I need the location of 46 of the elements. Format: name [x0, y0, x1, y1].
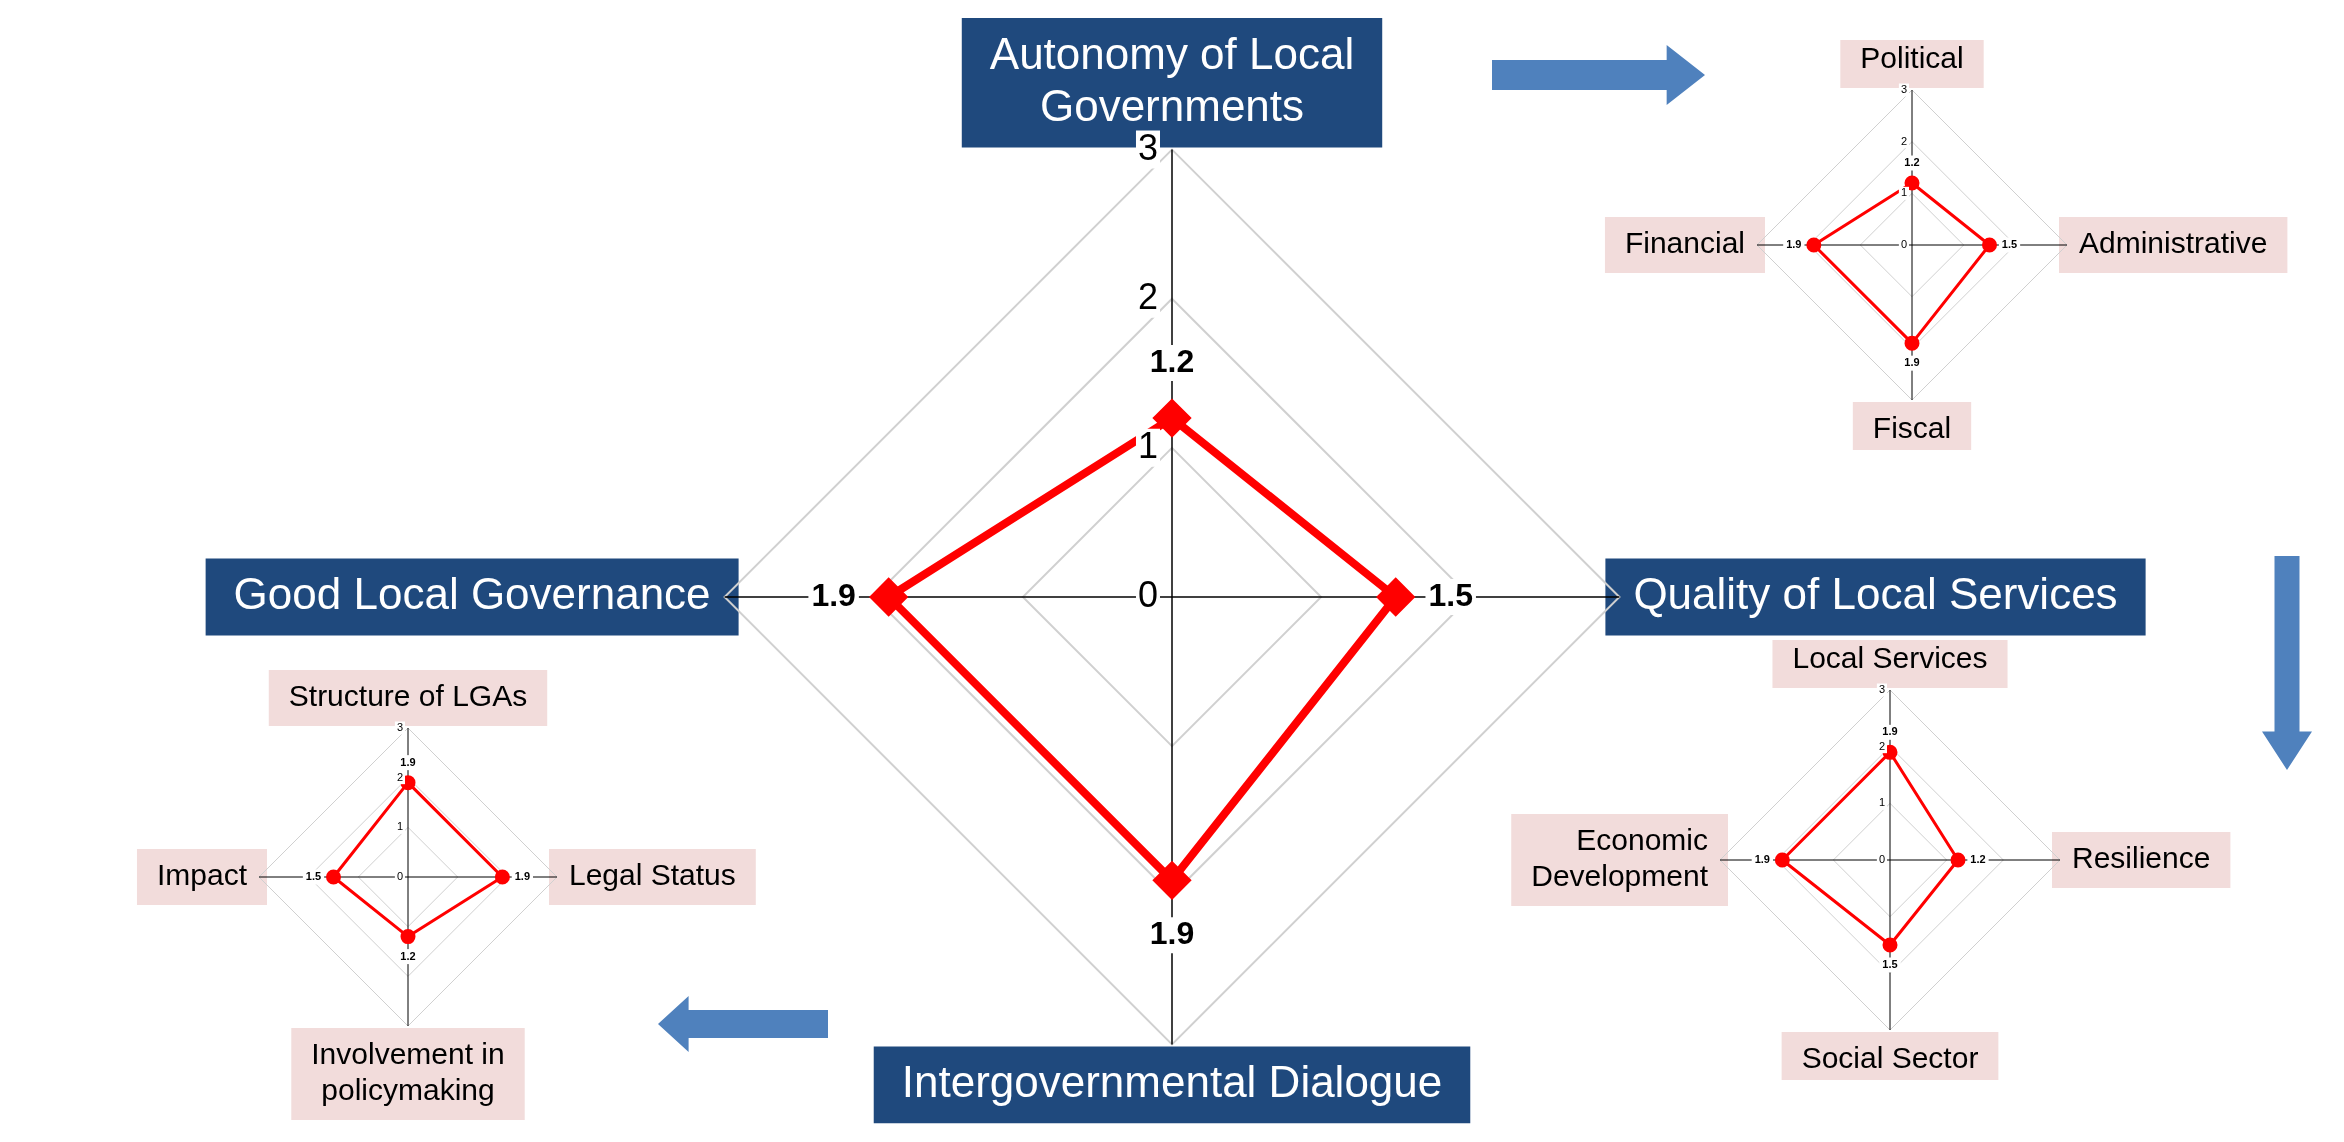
y-tick-label: 3 [1878, 683, 1885, 696]
y-tick-label: 2 [1900, 134, 1907, 147]
spoke-label: Structure of LGAs [288, 679, 528, 713]
spoke-label: Economic Development [1531, 823, 1709, 893]
spoke-label: Political [1860, 41, 1964, 75]
spoke-label: Quality of Local Services [1633, 569, 2118, 619]
data-label: 1.9 [811, 576, 856, 613]
y-tick-label: 2 [1878, 739, 1885, 752]
spoke-label: Local Services [1792, 641, 1988, 675]
data-label: 1.2 [1904, 156, 1920, 169]
data-label: 1.9 [1904, 356, 1920, 369]
data-label: 1.2 [400, 949, 416, 962]
data-label: 1.5 [1428, 576, 1473, 613]
y-tick-label: 1 [1900, 186, 1907, 199]
data-label: 1.9 [1149, 915, 1195, 952]
data-label: 1.9 [1786, 238, 1802, 251]
data-label: 1.5 [305, 870, 322, 883]
y-tick-label: 0 [1878, 853, 1885, 866]
data-label: 1.2 [1149, 342, 1195, 379]
spoke-label: Financial [1624, 226, 1745, 260]
spoke-label: Fiscal [1872, 411, 1952, 445]
data-label: 1.5 [1882, 958, 1898, 971]
data-label: 1.2 [1970, 853, 1986, 866]
data-label: 1.5 [2001, 238, 2018, 251]
y-tick-label: 0 [1900, 238, 1907, 251]
spoke-label: Social Sector [1801, 1041, 1979, 1075]
spoke-label: Resilience [2072, 841, 2211, 875]
spoke-label: Impact [156, 858, 248, 892]
data-label: 1.9 [1882, 725, 1898, 738]
y-tick-label: 3 [1900, 83, 1907, 96]
y-tick-label: 0 [1137, 573, 1158, 615]
y-tick-label: 2 [1137, 275, 1158, 317]
y-tick-label: 2 [396, 770, 403, 783]
y-tick-label: 1 [396, 820, 403, 833]
spoke-label: Good Local Governance [233, 569, 711, 619]
data-label: 1.9 [514, 870, 531, 883]
y-tick-label: 0 [396, 870, 403, 883]
spoke-label: Involvement in policymaking [311, 1037, 505, 1107]
spoke-label: Legal Status [569, 858, 736, 892]
spoke-label: Administrative [2079, 226, 2268, 260]
data-label: 1.9 [1754, 853, 1770, 866]
data-label: 1.9 [400, 755, 416, 768]
y-tick-label: 1 [1878, 796, 1885, 809]
y-tick-label: 3 [396, 721, 403, 734]
y-tick-label: 1 [1137, 424, 1158, 466]
spoke-label: Intergovernmental Dialogue [901, 1056, 1443, 1106]
